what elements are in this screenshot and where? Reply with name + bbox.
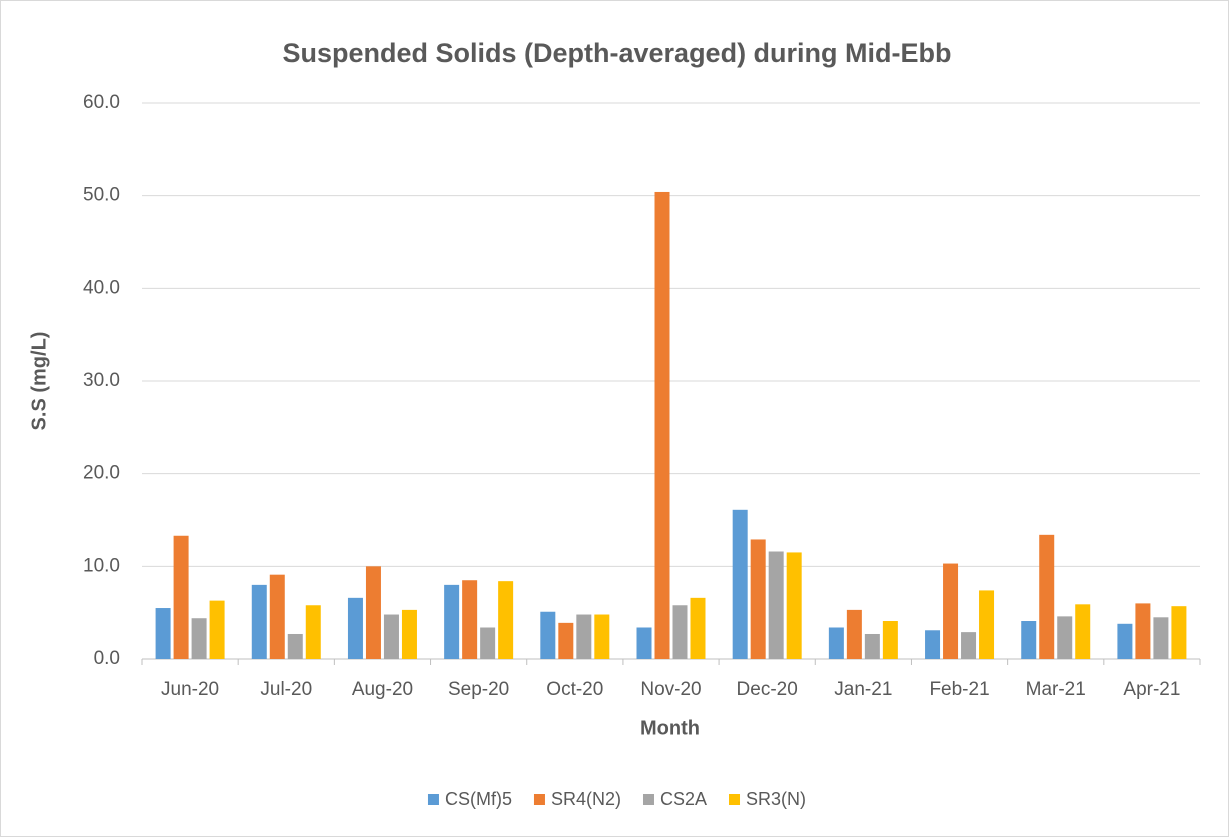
bar xyxy=(347,597,363,659)
x-tick-label: Aug-20 xyxy=(352,679,413,700)
bar xyxy=(462,580,478,659)
bar xyxy=(1057,616,1073,659)
bar xyxy=(1117,623,1133,659)
bar xyxy=(558,622,574,659)
y-tick-label: 20.0 xyxy=(83,463,120,484)
bar xyxy=(155,608,171,659)
legend-label: SR4(N2) xyxy=(551,789,621,809)
bar xyxy=(690,597,706,659)
x-tick-label: Nov-20 xyxy=(640,679,701,700)
bar xyxy=(401,609,417,659)
bar xyxy=(864,633,880,659)
x-tick-label: Sep-20 xyxy=(448,679,509,700)
bar xyxy=(636,627,652,659)
y-tick-label: 30.0 xyxy=(83,370,120,391)
y-tick-label: 40.0 xyxy=(83,277,120,298)
bar xyxy=(383,614,399,659)
x-tick-label: Jan-21 xyxy=(834,679,892,700)
x-axis-label: Month xyxy=(640,717,700,739)
y-tick-label: 60.0 xyxy=(83,92,120,113)
bar xyxy=(540,611,556,659)
bar xyxy=(732,509,748,659)
bar xyxy=(750,539,766,659)
x-tick-label: Jul-20 xyxy=(260,679,312,700)
x-tick-label: Dec-20 xyxy=(737,679,798,700)
legend-swatch xyxy=(642,794,654,805)
x-tick-label: Mar-21 xyxy=(1026,679,1086,700)
bar xyxy=(209,600,225,659)
bar xyxy=(498,581,514,659)
bar xyxy=(1135,603,1151,659)
bar xyxy=(768,551,784,659)
bar xyxy=(305,605,321,659)
bar xyxy=(251,584,267,659)
chart-title: Suspended Solids (Depth-averaged) during… xyxy=(282,38,951,68)
bar xyxy=(576,614,592,659)
x-tick-label: Apr-21 xyxy=(1123,679,1180,700)
bar xyxy=(173,535,189,659)
bar xyxy=(654,191,670,659)
bar xyxy=(846,609,862,659)
legend-label: CS(Mf)5 xyxy=(445,789,512,809)
legend-swatch xyxy=(427,794,439,805)
bar xyxy=(979,590,995,659)
bar xyxy=(1039,534,1055,659)
bar xyxy=(191,618,207,659)
legend-label: SR3(N) xyxy=(746,789,806,809)
bar xyxy=(943,563,959,659)
y-tick-label: 0.0 xyxy=(94,648,120,669)
x-tick-label: Feb-21 xyxy=(929,679,989,700)
y-tick-label: 10.0 xyxy=(83,555,120,576)
bar xyxy=(672,605,688,659)
bar xyxy=(1171,606,1187,659)
bar xyxy=(480,627,496,659)
bar xyxy=(594,614,610,659)
bar xyxy=(925,630,941,659)
bar xyxy=(269,574,285,659)
x-tick-label: Jun-20 xyxy=(161,679,219,700)
bar xyxy=(961,632,977,659)
y-tick-label: 50.0 xyxy=(83,185,120,206)
bar xyxy=(1021,621,1037,659)
bar xyxy=(1153,617,1169,659)
legend-swatch xyxy=(729,794,741,805)
bar xyxy=(444,584,460,659)
bar xyxy=(365,566,381,659)
bar xyxy=(828,627,844,659)
bar xyxy=(287,633,303,659)
bar xyxy=(1075,604,1091,659)
legend-label: CS2A xyxy=(660,789,707,809)
y-axis-label: S.S (mg/L) xyxy=(28,332,50,431)
legend-swatch xyxy=(533,794,545,805)
bar xyxy=(882,621,898,659)
x-tick-label: Oct-20 xyxy=(546,679,603,700)
bar xyxy=(786,552,802,659)
